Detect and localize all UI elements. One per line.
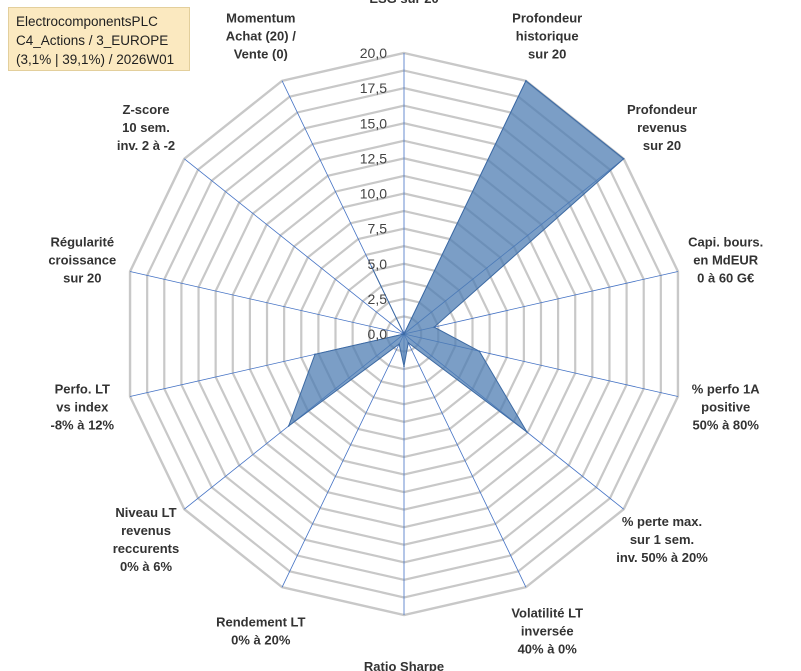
axis-label-line: 50% à 80%	[692, 417, 759, 432]
axis-spoke	[184, 158, 405, 335]
axis-label: NoteESG sur 20	[369, 0, 438, 6]
axis-label-line: sur 20	[528, 47, 566, 62]
axis-label-line: sur 20	[643, 138, 681, 153]
axis-label: % perte max. sur 1 sem. inv. 50% à 20%	[616, 514, 708, 565]
axis-label-line: Rendement LT	[216, 614, 305, 629]
axis-label-line: vs index	[56, 399, 109, 414]
axis-spoke	[403, 333, 527, 588]
tick-label: 15,0	[360, 115, 387, 131]
axis-label-line: positive	[701, 399, 750, 414]
axis-label-line: % perte max.	[622, 514, 702, 529]
axis-label-line: Régularité	[51, 235, 115, 250]
axis-spoke	[403, 271, 679, 335]
axis-label-line: revenus	[637, 120, 687, 135]
axis-label: Régularité croissance sur 20	[48, 235, 116, 286]
data-point	[370, 266, 373, 268]
tick-label: 5,0	[368, 256, 388, 272]
data-point	[403, 365, 405, 368]
data-point	[287, 425, 290, 427]
axis-label-layer: NoteESG sur 20 Profondeur historique sur 20…	[48, 0, 763, 671]
axis-label-line: sur 20	[63, 271, 101, 286]
axis-label-line: inv. 50% à 20%	[616, 550, 708, 565]
axis-label-line: ESG sur 20	[369, 0, 438, 6]
axis-label-line: % perfo 1A	[692, 381, 761, 396]
data-point	[398, 343, 400, 345]
data-point	[314, 353, 316, 356]
axis-label-line: Volatilité LT	[511, 605, 583, 620]
axis-label-line: Ratio Sharpe	[364, 659, 444, 671]
tick-label: 12,5	[360, 150, 387, 166]
axis-label-line: Profondeur	[627, 102, 697, 117]
data-series-area	[287, 80, 625, 433]
series-layer	[287, 80, 625, 433]
axis-label: % perfo 1A positive 50% à 80%	[692, 381, 761, 432]
tick-label: 2,5	[368, 291, 388, 307]
info-company: ElectrocomponentsPLC	[16, 14, 158, 29]
axis-label-line: Achat (20) /	[226, 29, 296, 44]
axis-label-line: croissance	[48, 253, 116, 268]
axis-spoke	[129, 271, 405, 335]
axis-label-line: Z-score	[123, 102, 170, 117]
axis-label: Profondeur revenus sur 20	[627, 102, 697, 153]
data-point	[478, 350, 481, 353]
axis-label-line: Niveau LT	[115, 505, 176, 520]
axis-label: Profondeur historique sur 20	[512, 11, 582, 62]
axis-label-line: Capi. bours.	[688, 235, 763, 250]
axis-label: Rendement LT 0% à 20%	[216, 614, 305, 647]
info-box: ElectrocomponentsPLC C4_Actions / 3_EURO…	[8, 7, 190, 71]
axis-label-line: historique	[516, 29, 579, 44]
data-point	[403, 333, 405, 335]
axis-label-line: Perfo. LT	[55, 381, 110, 396]
axis-label-line: en MdEUR	[693, 253, 759, 268]
tick-layer: 0,0 2,5 5,0 7,5 10,0 12,5 15,0 17,5 20,0	[360, 45, 387, 342]
tick-label: 10,0	[360, 186, 387, 202]
axis-spoke	[281, 333, 405, 588]
axis-label: Momentum Achat (20) / Vente (0)	[226, 11, 296, 62]
axis-label-line: sur 1 sem.	[630, 532, 694, 547]
axis-label: Ratio Sharpe0 à 1	[364, 659, 444, 671]
axis-label: Niveau LT revenus reccurents 0% à 6%	[113, 505, 179, 574]
axis-label-line: 40% à 0%	[518, 641, 578, 656]
tick-label: 17,5	[360, 80, 387, 96]
axis-label-line: Momentum	[226, 11, 295, 26]
axis-label-line: 0 à 60 G€	[697, 271, 754, 286]
info-stats: (3,1% | 39,1%) / 2026W01	[16, 52, 175, 67]
tick-label: 0,0	[368, 326, 388, 342]
axis-label-line: revenus	[121, 523, 171, 538]
data-point	[407, 342, 410, 344]
data-point	[622, 158, 625, 160]
axis-label-line: Vente (0)	[234, 47, 288, 62]
tick-label: 7,5	[368, 221, 388, 237]
axis-label: Z-score 10 sem. inv. 2 à -2	[117, 102, 175, 153]
axis-label: Perfo. LT vs index -8% à 12%	[51, 381, 115, 432]
axis-label-line: 0% à 20%	[231, 632, 291, 647]
axis-label-line: inv. 2 à -2	[117, 138, 175, 153]
tick-label: 20,0	[360, 45, 387, 61]
axis-label: Capi. bours. en MdEUR 0 à 60 G€	[688, 235, 763, 286]
axis-label-line: -8% à 12%	[51, 417, 115, 432]
data-point	[433, 326, 435, 328]
info-category: C4_Actions / 3_EUROPE	[16, 33, 169, 48]
data-point	[526, 431, 528, 433]
data-point	[525, 80, 527, 82]
axis-label-line: 0% à 6%	[120, 559, 172, 574]
axis-label-line: 10 sem.	[122, 120, 170, 135]
axis-label-line: reccurents	[113, 541, 179, 556]
axis-label: Volatilité LT inversée 40% à 0%	[511, 605, 583, 656]
axis-label-line: inversée	[521, 623, 574, 638]
axis-label-line: Profondeur	[512, 11, 582, 26]
